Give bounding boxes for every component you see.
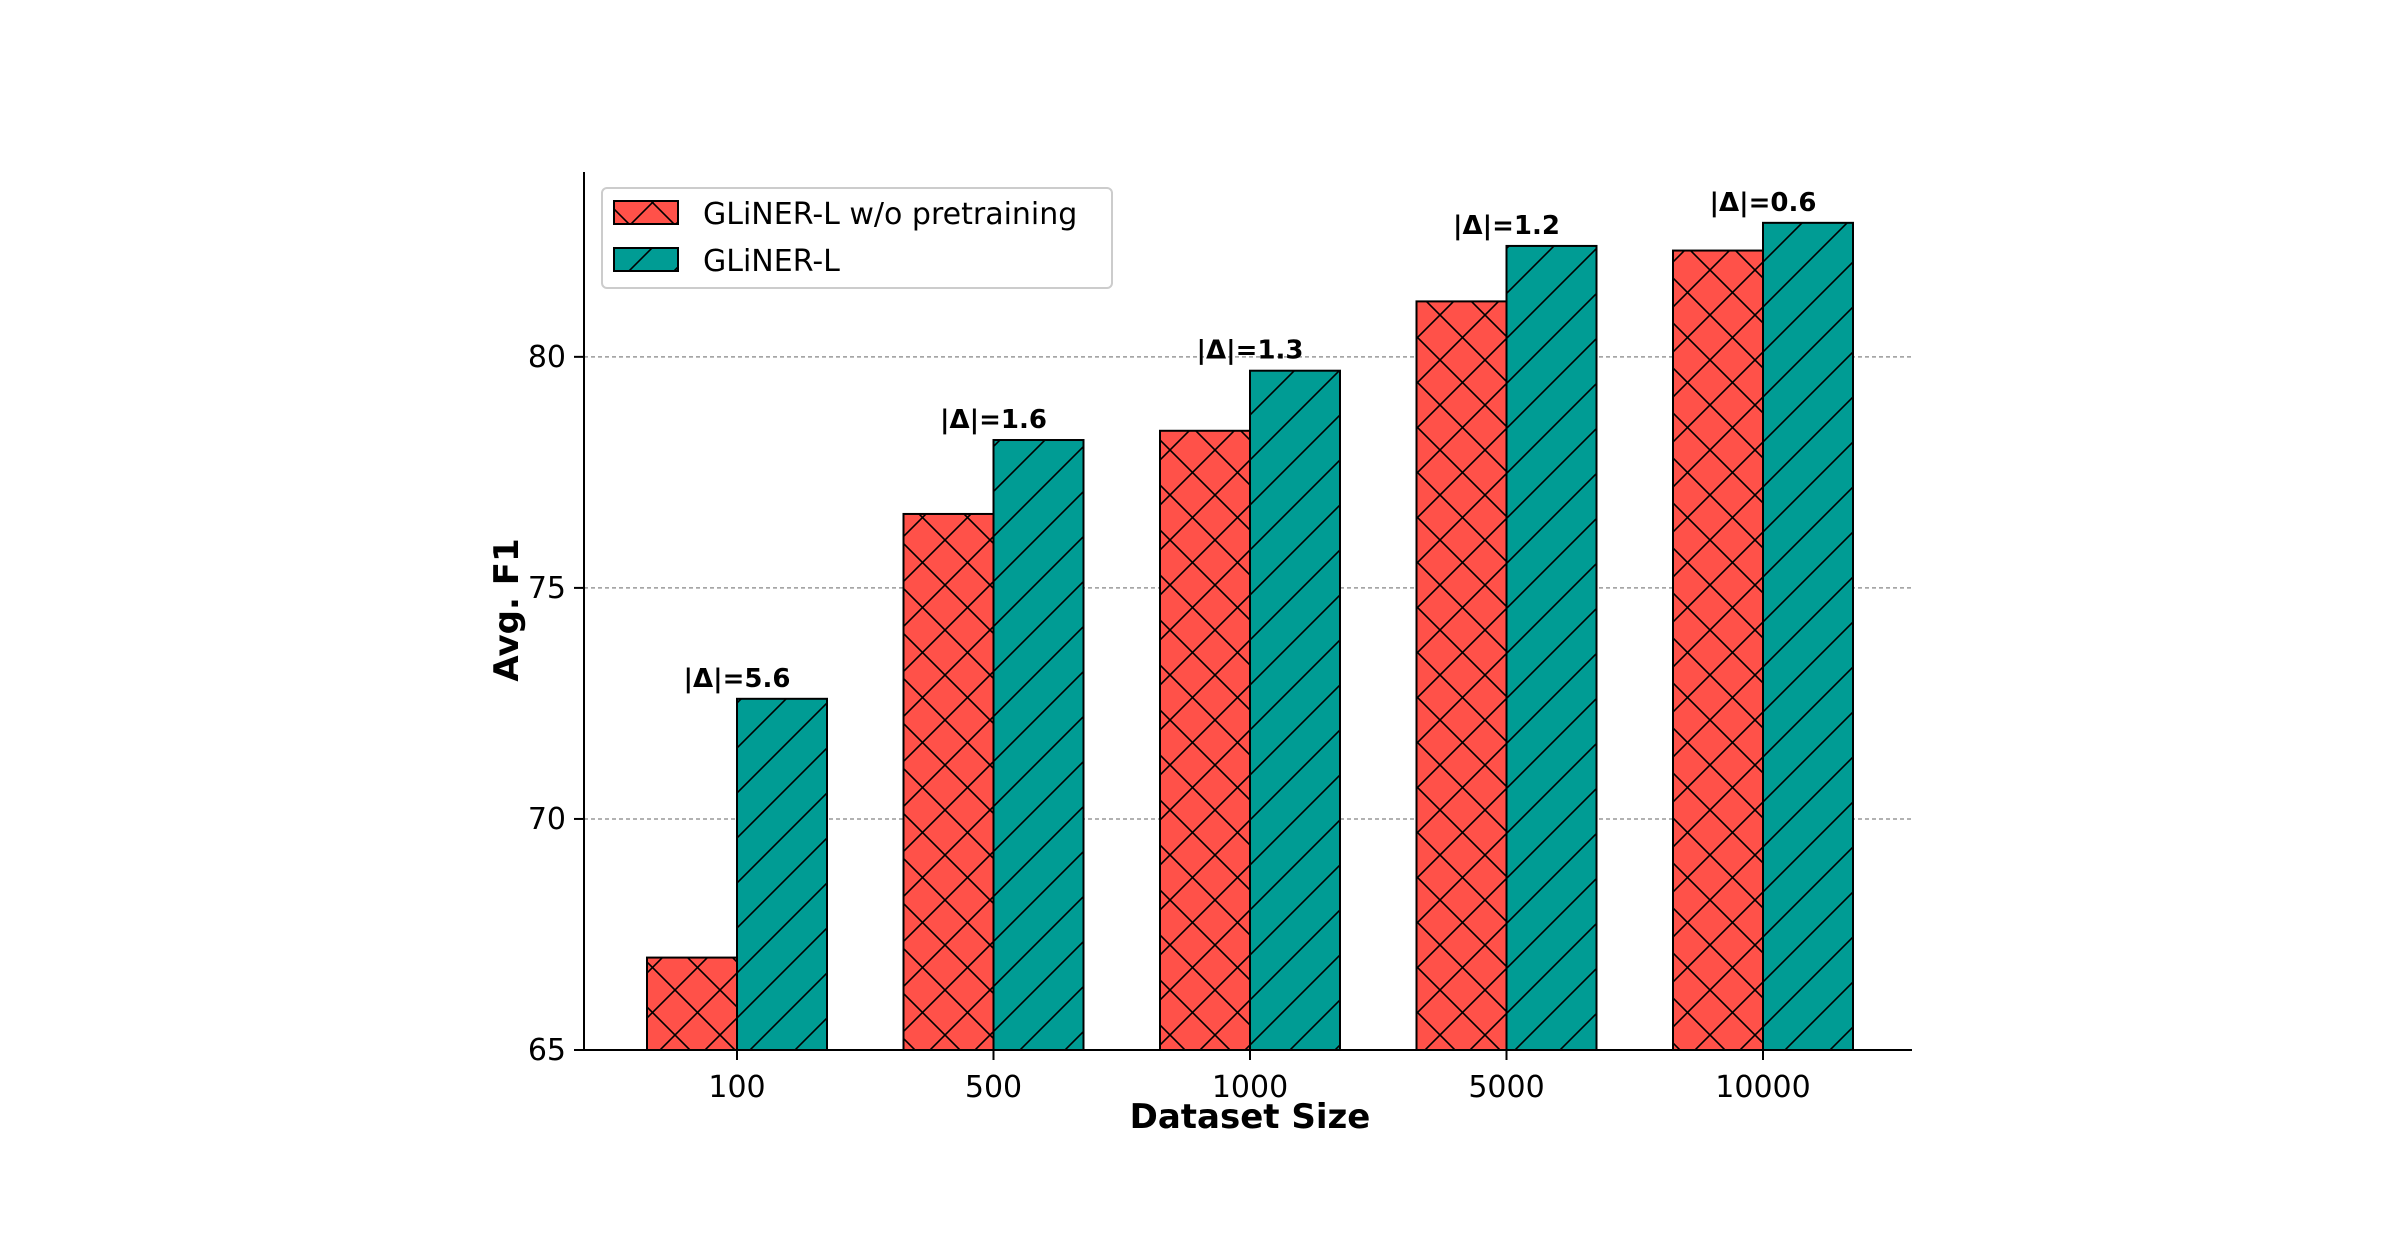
bar-hatch-gliner-l-w-o-pretraining-5000 (1415, 300, 1508, 1051)
bar-hatch-gliner-l-w-o-pretraining-500 (902, 512, 995, 1051)
bars-layer: |Δ|=5.6 |Δ|=1.6 |Δ|=1.3 |Δ|=1.2 |Δ|=0.6 (646, 188, 1854, 1052)
bar-hatch-gliner-l-10000 (1762, 221, 1854, 1051)
legend: GLiNER-L w/o pretraining GLiNER-L (601, 187, 1113, 289)
bar-hatch-gliner-l-w-o-pretraining-10000 (1672, 249, 1764, 1051)
y-tick-label-80: 80 (528, 340, 566, 375)
y-tick-label-75: 75 (528, 571, 566, 606)
legend-swatch-without-pretraining-hatch (614, 201, 678, 224)
x-tick-label-5000: 5000 (1468, 1070, 1544, 1105)
delta-label-10000: |Δ|=0.6 (1710, 188, 1817, 218)
legend-label-gliner-l: GLiNER-L (703, 244, 840, 279)
bar-hatch-gliner-l-100 (736, 697, 828, 1051)
bar-hatch-gliner-l-5000 (1505, 244, 1598, 1052)
bar-hatch-gliner-l-1000 (1249, 369, 1341, 1051)
y-axis-title: Avg. F1 (487, 538, 527, 681)
bar-hatch-gliner-l-w-o-pretraining-100 (646, 956, 738, 1051)
legend-label-without-pretraining: GLiNER-L w/o pretraining (703, 197, 1077, 232)
legend-frame (601, 187, 1113, 289)
x-tick-label-500: 500 (965, 1070, 1022, 1105)
axes-layer: 65 70 75 80 100 500 1000 5000 10000 (528, 172, 1912, 1105)
x-tick-label-1000: 1000 (1212, 1070, 1288, 1105)
x-axis-title: Dataset Size (1130, 1097, 1371, 1137)
y-tick-label-65: 65 (528, 1033, 566, 1068)
delta-label-100: |Δ|=5.6 (684, 664, 791, 694)
delta-label-1000: |Δ|=1.3 (1197, 336, 1304, 366)
bar-hatch-gliner-l-w-o-pretraining-1000 (1159, 429, 1251, 1052)
x-tick-label-100: 100 (708, 1070, 765, 1105)
x-tick-label-10000: 10000 (1715, 1070, 1810, 1105)
bar-hatch-gliner-l-500 (992, 439, 1085, 1051)
y-tick-label-70: 70 (528, 802, 566, 837)
legend-swatch-gliner-l-hatch (614, 248, 678, 271)
delta-label-500: |Δ|=1.6 (940, 405, 1047, 435)
delta-label-5000: |Δ|=1.2 (1453, 211, 1560, 241)
